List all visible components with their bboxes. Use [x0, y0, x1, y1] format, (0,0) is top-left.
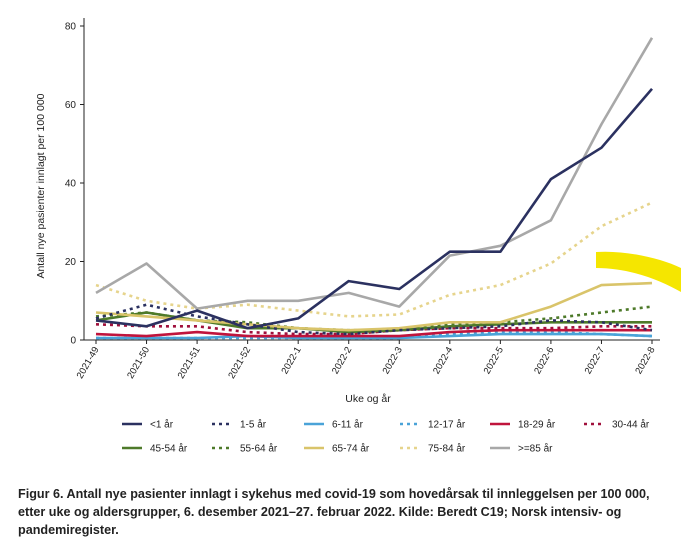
x-tick-label: 2021-51 — [176, 345, 203, 381]
highlight-marker — [596, 251, 681, 292]
series-line-4 — [95, 328, 652, 338]
legend-label: 65-74 år — [332, 443, 370, 455]
x-tick-label: 2022-3 — [381, 345, 405, 376]
series-line-5 — [95, 323, 652, 336]
legend: <1 år 1-5 år 6-11 år 12-17 år 18-29 år 30-44 … — [122, 419, 650, 455]
x-tick-label: 2022-1 — [279, 345, 303, 376]
legend-label: >=85 år — [518, 443, 553, 455]
x-tick-label: 2022-4 — [431, 345, 455, 376]
y-ticks: 0 20 40 60 80 — [65, 22, 84, 347]
axes — [83, 18, 660, 341]
x-tick-label: 2022-2 — [330, 345, 354, 376]
x-tick-label: 2022-5 — [482, 345, 506, 376]
legend-label: 1-5 år — [240, 419, 267, 431]
legend-label: 75-84 år — [428, 443, 466, 455]
y-tick-label: 60 — [65, 100, 77, 111]
series-lines — [95, 37, 654, 340]
x-ticks: 2021-49 2021-50 2021-51 2021-52 2022-1 2022-2… — [75, 340, 658, 381]
y-axis-title: Antall nye pasienter innlagt per 100 000 — [35, 93, 47, 278]
y-tick-label: 80 — [65, 22, 77, 33]
x-tick-label: 2022-7 — [583, 345, 607, 376]
legend-label: 6-11 år — [332, 419, 364, 431]
x-tick-label: 2021-49 — [75, 345, 102, 381]
legend-label: <1 år — [150, 419, 174, 431]
x-tick-label: 2021-52 — [226, 345, 253, 381]
series-line-10 — [95, 37, 654, 310]
series-line-1 — [95, 303, 653, 336]
y-tick-label: 40 — [65, 179, 77, 190]
legend-label: 12-17 år — [428, 419, 466, 431]
x-tick-label: 2021-50 — [125, 345, 152, 381]
y-tick-label: 20 — [65, 257, 77, 268]
x-tick-label: 2022-8 — [633, 345, 657, 376]
series-line-9 — [95, 201, 653, 318]
legend-label: 30-44 år — [612, 419, 650, 431]
series-line-3 — [96, 330, 653, 340]
series-line-0 — [95, 87, 653, 330]
x-tick-label: 2022-6 — [532, 345, 556, 376]
legend-label: 55-64 år — [240, 443, 278, 455]
x-axis-title: Uke og år — [345, 393, 391, 405]
legend-label: 45-54 år — [150, 443, 188, 455]
y-tick-label: 0 — [70, 336, 76, 347]
series-line-8 — [95, 281, 653, 332]
figure-caption: Figur 6. Antall nye pasienter innlagt i … — [18, 487, 650, 537]
legend-label: 18-29 år — [518, 419, 556, 431]
